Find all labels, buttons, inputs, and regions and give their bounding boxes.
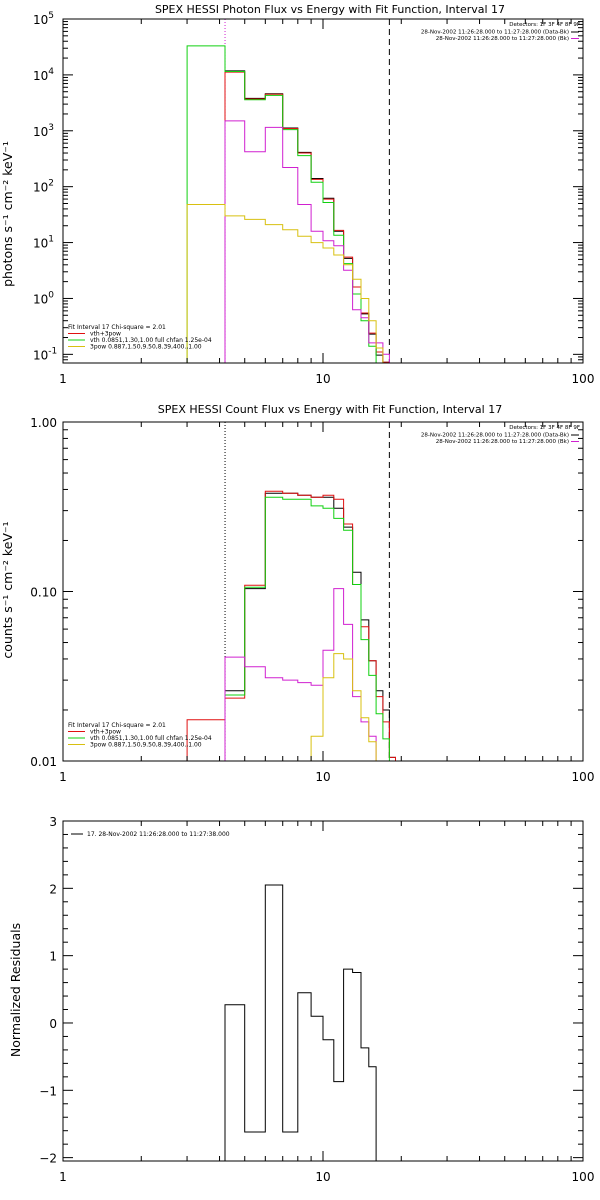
legend-entry: vth+3pow: [90, 729, 121, 736]
legend-entry: 3pow 0.887,1.50,9.50,8.39,400.,1.00: [90, 742, 202, 749]
y-tick-label: 2: [49, 882, 57, 896]
x-tick-label: 100: [572, 1170, 595, 1184]
series-yellow-line: [310, 653, 377, 761]
y-tick-label: −1: [39, 1084, 57, 1098]
legend-entry: 3pow 0.887,1.50,9.50,8.39,400.,1.00: [90, 344, 202, 351]
x-tick-label: 10: [315, 1170, 330, 1184]
photon-flux-ylabel: photons s⁻¹ cm⁻² keV⁻¹: [0, 141, 15, 287]
y-tick-label: 0.10: [30, 586, 57, 600]
x-tick-label: 100: [572, 770, 595, 784]
y-tick-label: 104: [33, 67, 54, 83]
legend-entry: 17. 28-Nov-2002 11:26:28.000 to 11:27:38…: [87, 831, 230, 838]
residuals-ylabel: Normalized Residuals: [8, 923, 23, 1057]
interval-date-label: 28-Nov-2002 11:26:28.000 to 11:27:28.000…: [436, 36, 569, 42]
y-tick-label: −2: [39, 1152, 57, 1166]
series-magenta-line: [224, 588, 377, 761]
x-tick-label: 10: [315, 770, 330, 784]
series-black-line: [224, 884, 377, 1161]
plot-frame: [62, 820, 584, 1162]
x-tick-label: 1: [59, 770, 67, 784]
fit-legend-header: Fit Interval 17 Chi-square = 2.01: [68, 722, 166, 729]
count-flux-panel: SPEX HESSI Count Flux vs Energy with Fit…: [0, 403, 594, 784]
residuals-panel: Normalized Residuals 1 10 100 −2 −1 0 1 2 3 17. 2…: [8, 815, 594, 1184]
y-tick-label: 105: [33, 11, 54, 27]
interval-date-label: 28-Nov-2002 11:26:28.000 to 11:27:28.000…: [421, 433, 569, 439]
x-tick-label: 1: [59, 372, 67, 386]
interval-date-label: 28-Nov-2002 11:26:28.000 to 11:27:28.000…: [436, 439, 569, 445]
series-red-line: [186, 490, 396, 761]
detectors-label: Detectors: 1F 3F 4F 8F 9F: [509, 425, 580, 431]
y-tick-label: 3: [49, 815, 57, 829]
series-green-line: [224, 496, 390, 761]
legend-entry: vth+3pow: [90, 331, 121, 338]
series-green-line: [186, 45, 377, 363]
x-tick-label: 1: [59, 1170, 67, 1184]
photon-flux-title: SPEX HESSI Photon Flux vs Energy with Fi…: [155, 3, 505, 16]
y-tick-label: 102: [33, 179, 54, 195]
count-flux-title: SPEX HESSI Count Flux vs Energy with Fit…: [158, 403, 502, 416]
series-black-line: [224, 70, 390, 363]
y-tick-label: 103: [33, 123, 54, 139]
x-tick-label: 100: [572, 372, 595, 386]
y-tick-label: 1.00: [30, 416, 57, 430]
legend-entry: vth 0.0851,1.30,1.00 full chfan 1.25e-04: [90, 735, 212, 742]
y-tick-label: 0.01: [30, 755, 57, 769]
detectors-label: Detectors: 1F 3F 4F 8F 9F: [509, 22, 580, 28]
fit-legend-header: Fit Interval 17 Chi-square = 2.01: [68, 324, 166, 331]
y-tick-label: 101: [33, 235, 54, 251]
series-yellow-line: [186, 204, 384, 363]
count-flux-ylabel: counts s⁻¹ cm⁻² keV⁻¹: [0, 521, 15, 658]
interval-date-label: 28-Nov-2002 11:26:28.000 to 11:27:28.000…: [421, 30, 569, 36]
series-black-line: [224, 492, 396, 761]
series-magenta-line: [224, 120, 390, 363]
x-tick-label: 10: [315, 372, 330, 386]
legend-entry: vth 0.0851,1.30,1.00 full chfan 1.25e-04: [90, 337, 212, 344]
y-tick-label: 100: [33, 290, 54, 306]
photon-flux-panel: SPEX HESSI Photon Flux vs Energy with Fi…: [0, 3, 594, 386]
y-tick-label: 0: [49, 1017, 57, 1031]
y-tick-label: 10-1: [33, 346, 57, 362]
y-tick-label: 1: [49, 950, 57, 964]
series-red-line: [224, 71, 390, 363]
